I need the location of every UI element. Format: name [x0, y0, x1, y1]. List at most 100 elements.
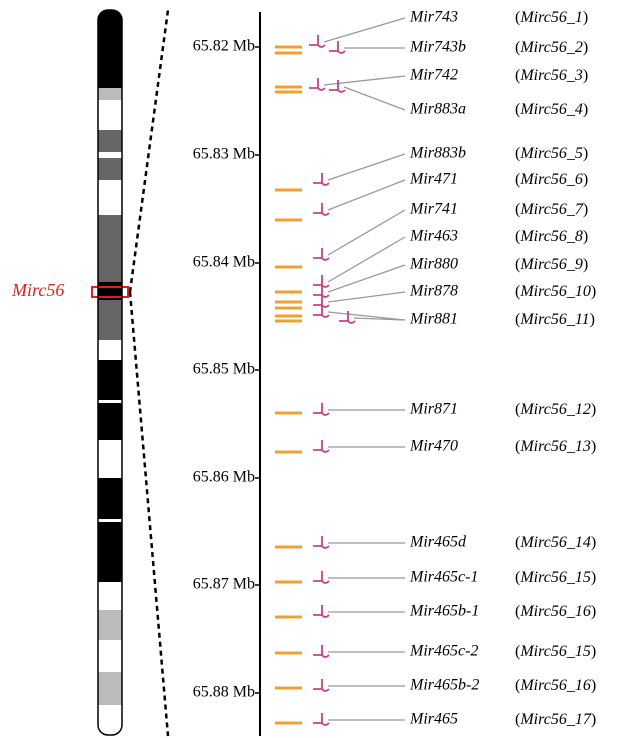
cluster-name: (Mirc56_6) [515, 171, 588, 188]
band [98, 478, 122, 519]
band [98, 672, 122, 705]
axis-tick-label: 65.88 Mb [193, 684, 255, 701]
connector [327, 264, 406, 293]
cluster-name: (Mirc56_15) [515, 643, 596, 660]
hairpin [313, 275, 330, 288]
mirna-name: Mir471 [409, 171, 458, 188]
cluster-name: (Mirc56_16) [515, 677, 596, 694]
band [98, 158, 122, 180]
locus-label: Mirc56 [11, 280, 64, 300]
mirna-name: Mir465c-1 [409, 569, 478, 586]
mirna-name: Mir463 [409, 228, 458, 245]
mirna-name: Mir465 [409, 711, 458, 728]
band [98, 610, 122, 640]
band [98, 582, 122, 610]
cluster-name: (Mirc56_13) [515, 438, 596, 455]
hairpin [313, 403, 330, 416]
cluster-name: (Mirc56_9) [515, 256, 588, 273]
mirna-name: Mir470 [409, 438, 458, 455]
hairpin [313, 536, 330, 549]
chromosome-ideogram [98, 10, 122, 735]
hairpin [313, 440, 330, 453]
mirna-name: Mir880 [409, 256, 458, 273]
cluster-name: (Mirc56_14) [515, 534, 596, 551]
zoom-line [128, 291, 170, 737]
hairpin [313, 605, 330, 618]
axis-tick-label: 65.82 Mb [193, 38, 255, 55]
cluster-name: (Mirc56_11) [515, 311, 595, 328]
mirna-name: Mir878 [409, 283, 458, 300]
cluster-name: (Mirc56_3) [515, 67, 588, 84]
band [98, 440, 122, 478]
axis-tick-label: 65.84 Mb [193, 254, 255, 271]
connector [343, 86, 406, 111]
band [98, 400, 122, 403]
axis-tick-label: 65.83 Mb [193, 146, 255, 163]
band [98, 519, 122, 522]
connector [327, 153, 406, 181]
hairpin [313, 679, 330, 692]
band [98, 88, 122, 100]
band [98, 100, 122, 130]
connector [327, 209, 406, 256]
mirna-name: Mir881 [409, 311, 458, 328]
mirna-name: Mir465d [409, 534, 467, 551]
hairpin [313, 203, 330, 216]
cluster-name: (Mirc56_15) [515, 569, 596, 586]
cluster-name: (Mirc56_10) [515, 283, 596, 300]
zoom-line [128, 9, 170, 293]
hairpin [309, 78, 326, 91]
mirna-name: Mir465b-2 [409, 677, 479, 694]
cluster-name: (Mirc56_1) [515, 9, 588, 26]
band [98, 130, 122, 152]
chromosome-outline [97, 9, 123, 736]
axis-tick-label: 65.85 Mb [193, 361, 255, 378]
mirna-name: Mir883a [409, 101, 466, 118]
cluster-name: (Mirc56_5) [515, 145, 588, 162]
hairpin [313, 645, 330, 658]
mirna-name: Mir883b [409, 145, 466, 162]
hairpin [309, 35, 326, 48]
mirna-name: Mir742 [409, 67, 458, 84]
band [98, 705, 122, 735]
band [98, 340, 122, 360]
mirna-name: Mir741 [409, 201, 458, 218]
band [98, 300, 122, 340]
band [98, 360, 122, 400]
hairpin [313, 173, 330, 186]
cluster-name: (Mirc56_16) [515, 603, 596, 620]
band [98, 10, 122, 88]
mirna-name: Mir743b [409, 39, 466, 56]
connector [327, 311, 406, 321]
mirna-name: Mir743 [409, 9, 458, 26]
connector [327, 179, 406, 211]
band [98, 522, 122, 582]
cluster-name: (Mirc56_8) [515, 228, 588, 245]
hairpin [313, 571, 330, 584]
cluster-name: (Mirc56_7) [515, 201, 588, 218]
hairpin [329, 80, 346, 93]
mirna-name: Mir871 [409, 401, 458, 418]
cluster-name: (Mirc56_2) [515, 39, 588, 56]
cluster-name: (Mirc56_4) [515, 101, 588, 118]
band [98, 215, 122, 282]
connector [323, 17, 406, 43]
hairpin [329, 41, 346, 54]
locus-box [91, 286, 129, 298]
hairpin [313, 305, 330, 318]
connector [327, 291, 406, 303]
mirna-name: Mir465b-1 [409, 603, 479, 620]
cluster-name: (Mirc56_17) [515, 711, 596, 728]
hairpin [313, 713, 330, 726]
band [98, 640, 122, 672]
connector [353, 317, 406, 321]
band [98, 180, 122, 215]
cluster-name: (Mirc56_12) [515, 401, 596, 418]
band [98, 403, 122, 440]
mirna-name: Mir465c-2 [409, 643, 478, 660]
hairpin [339, 311, 356, 324]
band [98, 152, 122, 158]
axis-tick-label: 65.86 Mb [193, 469, 255, 486]
axis-tick-label: 65.87 Mb [193, 576, 255, 593]
